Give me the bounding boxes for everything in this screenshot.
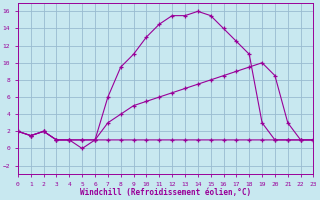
- X-axis label: Windchill (Refroidissement éolien,°C): Windchill (Refroidissement éolien,°C): [80, 188, 251, 197]
